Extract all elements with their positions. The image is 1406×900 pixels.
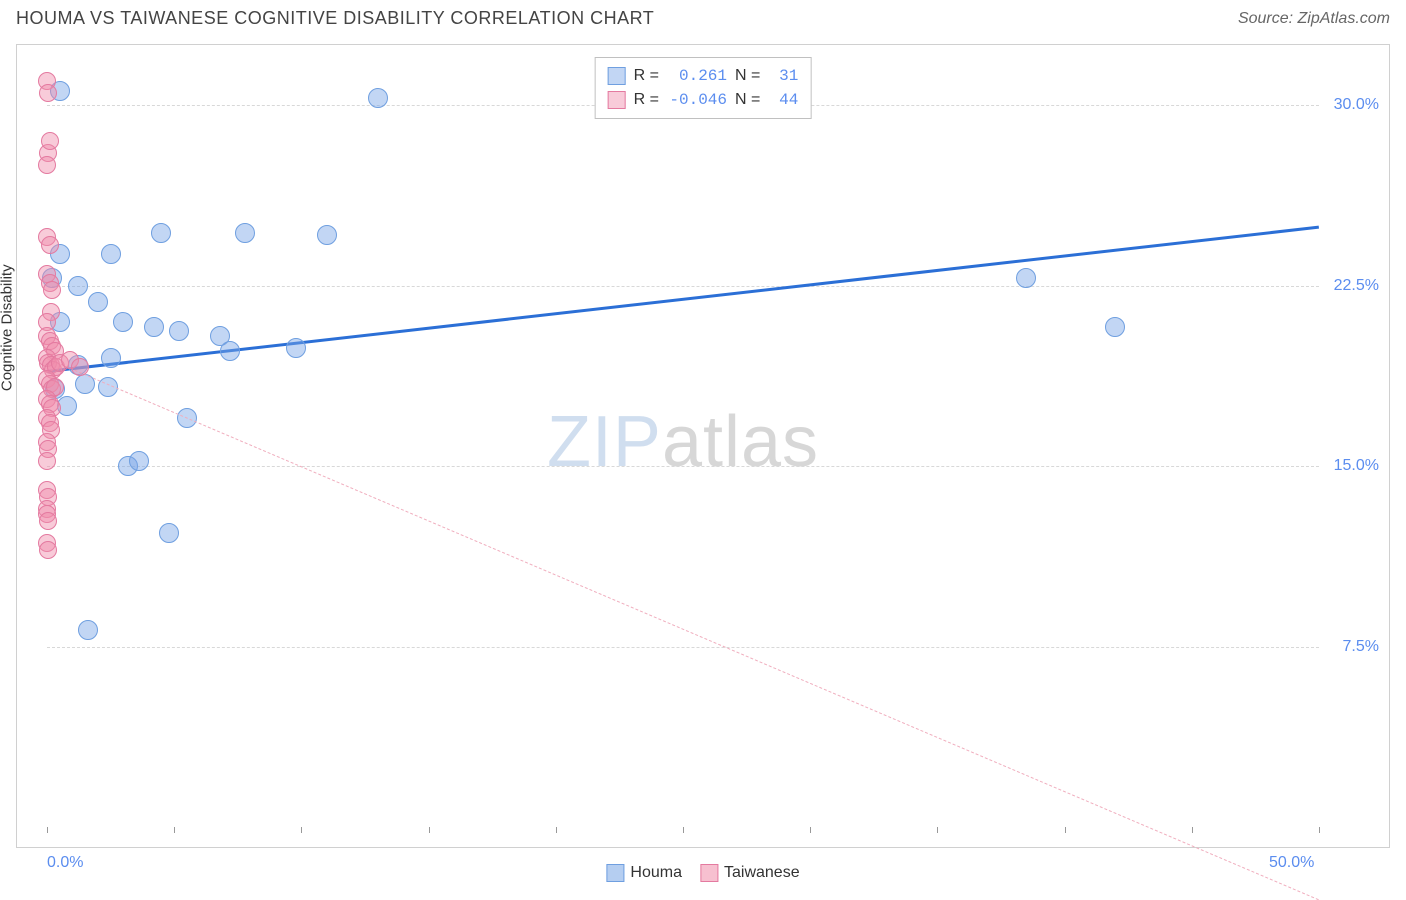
legend-correlation: R = 0.261 N = 31 R = -0.046 N = 44 [595,57,812,119]
swatch-houma [608,67,626,85]
xtick [937,827,938,833]
trend-line [47,358,1319,900]
data-point [88,292,108,312]
swatch-taiwanese [700,864,718,882]
data-point [41,132,59,150]
data-point [144,317,164,337]
data-point [113,312,133,332]
data-point [159,523,179,543]
watermark-atlas: atlas [662,402,819,482]
watermark-zip: ZIP [547,402,662,482]
legend-label-taiwanese: Taiwanese [724,864,800,882]
xaxis-label-min: 0.0% [47,854,83,872]
data-point [220,341,240,361]
data-point [317,225,337,245]
data-point [78,620,98,640]
xtick [810,827,811,833]
xtick [556,827,557,833]
source-label: Source: ZipAtlas.com [1238,10,1390,28]
gridline [47,286,1319,287]
data-point [169,321,189,341]
data-point [43,281,61,299]
data-point [39,512,57,530]
chart-container: Cognitive Disability ZIPatlas 7.5%15.0%2… [16,44,1390,848]
xtick [301,827,302,833]
data-point [1016,268,1036,288]
r-label: R = [634,64,659,88]
chart-title: HOUMA VS TAIWANESE COGNITIVE DISABILITY … [16,8,654,29]
swatch-houma [606,864,624,882]
data-point [38,452,56,470]
ytick-label: 30.0% [1334,96,1379,114]
xtick [47,827,48,833]
data-point [101,348,121,368]
data-point [1105,317,1125,337]
data-point [129,451,149,471]
data-point [41,236,59,254]
r-value-houma: 0.261 [667,64,727,88]
legend-label-houma: Houma [630,864,682,882]
xtick [1065,827,1066,833]
legend-row-houma: R = 0.261 N = 31 [608,64,799,88]
data-point [151,223,171,243]
r-value-taiwanese: -0.046 [667,88,727,112]
swatch-taiwanese [608,91,626,109]
legend-item-houma: Houma [606,864,682,882]
data-point [38,156,56,174]
ytick-label: 22.5% [1334,277,1379,295]
data-point [286,338,306,358]
ytick-label: 7.5% [1343,638,1379,656]
legend-item-taiwanese: Taiwanese [700,864,800,882]
xtick [683,827,684,833]
xtick [429,827,430,833]
data-point [368,88,388,108]
data-point [68,276,88,296]
data-point [39,84,57,102]
data-point [235,223,255,243]
n-value-taiwanese: 44 [768,88,798,112]
plot-area: ZIPatlas 7.5%15.0%22.5%30.0% [47,57,1319,827]
xtick [1192,827,1193,833]
yaxis-title: Cognitive Disability [0,264,16,391]
watermark: ZIPatlas [547,401,819,483]
n-label: N = [735,64,760,88]
r-label: R = [634,88,659,112]
gridline [47,466,1319,467]
n-value-houma: 31 [768,64,798,88]
data-point [71,358,89,376]
chart-header: HOUMA VS TAIWANESE COGNITIVE DISABILITY … [0,0,1406,33]
xaxis-label-max: 50.0% [1269,854,1314,872]
n-label: N = [735,88,760,112]
xtick [1319,827,1320,833]
xtick [174,827,175,833]
data-point [101,244,121,264]
ytick-label: 15.0% [1334,457,1379,475]
gridline [47,647,1319,648]
data-point [39,541,57,559]
legend-row-taiwanese: R = -0.046 N = 44 [608,88,799,112]
legend-series: Houma Taiwanese [606,864,799,882]
